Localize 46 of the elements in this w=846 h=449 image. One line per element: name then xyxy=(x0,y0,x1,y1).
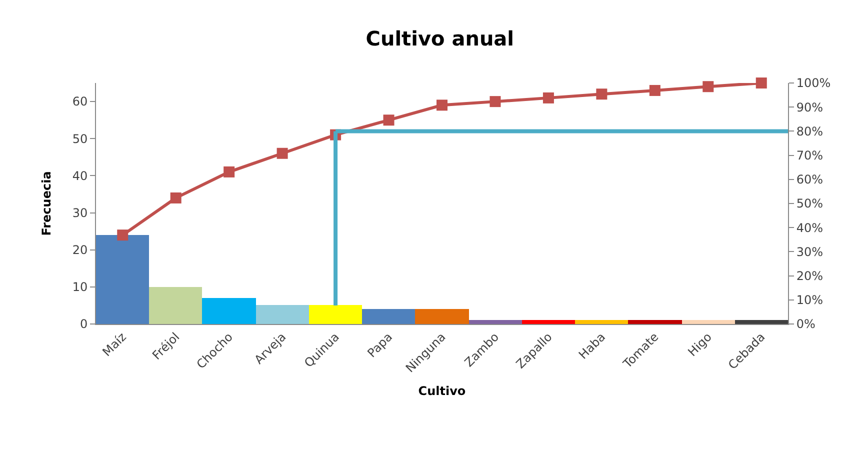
point xyxy=(224,166,235,178)
y2-tick-label: 30% xyxy=(796,244,824,259)
bar xyxy=(469,320,522,324)
bar xyxy=(628,320,682,324)
point xyxy=(490,96,501,108)
y-tick-label: 10 xyxy=(72,280,88,294)
y2-tick-label: 20% xyxy=(796,269,824,283)
bar xyxy=(149,287,202,324)
y2-tick-label: 100% xyxy=(796,76,831,90)
y2-tick-label: 10% xyxy=(796,293,824,308)
y2-tick-label: 40% xyxy=(796,220,824,235)
point xyxy=(542,92,554,104)
y-tick-label: 30 xyxy=(72,206,88,220)
bar xyxy=(202,298,256,324)
bar xyxy=(309,305,362,324)
bar xyxy=(522,320,575,324)
y-tick-label: 20 xyxy=(72,243,88,258)
point xyxy=(702,81,714,92)
point xyxy=(436,100,448,111)
y-tick-label: 60 xyxy=(72,94,88,109)
x-axis-title: Cultivo xyxy=(418,384,466,398)
y2-tick-label: 50% xyxy=(796,196,824,211)
bar xyxy=(575,320,628,324)
bar xyxy=(735,320,788,324)
point xyxy=(383,114,394,126)
point xyxy=(596,88,608,100)
y2-tick-label: 90% xyxy=(796,100,824,114)
point xyxy=(117,230,128,241)
y2-tick-label: 60% xyxy=(796,172,824,187)
y-tick-label: 50 xyxy=(72,132,88,146)
point xyxy=(170,192,182,204)
bar xyxy=(415,309,469,324)
point xyxy=(756,78,767,88)
y-tick-label: 40 xyxy=(72,168,88,183)
y2-tick-label: 80% xyxy=(796,124,824,138)
chart-title: Cultivo anual xyxy=(366,26,514,50)
bar xyxy=(256,305,309,324)
point xyxy=(276,148,288,159)
bar xyxy=(362,309,415,324)
y-tick-label: 0 xyxy=(80,317,88,332)
bar xyxy=(682,320,735,324)
point xyxy=(649,84,660,96)
y-axis-title: Frecuecia xyxy=(40,171,54,236)
y2-tick-label: 70% xyxy=(796,148,824,162)
bar xyxy=(96,235,149,324)
y2-tick-label: 0% xyxy=(796,317,816,332)
